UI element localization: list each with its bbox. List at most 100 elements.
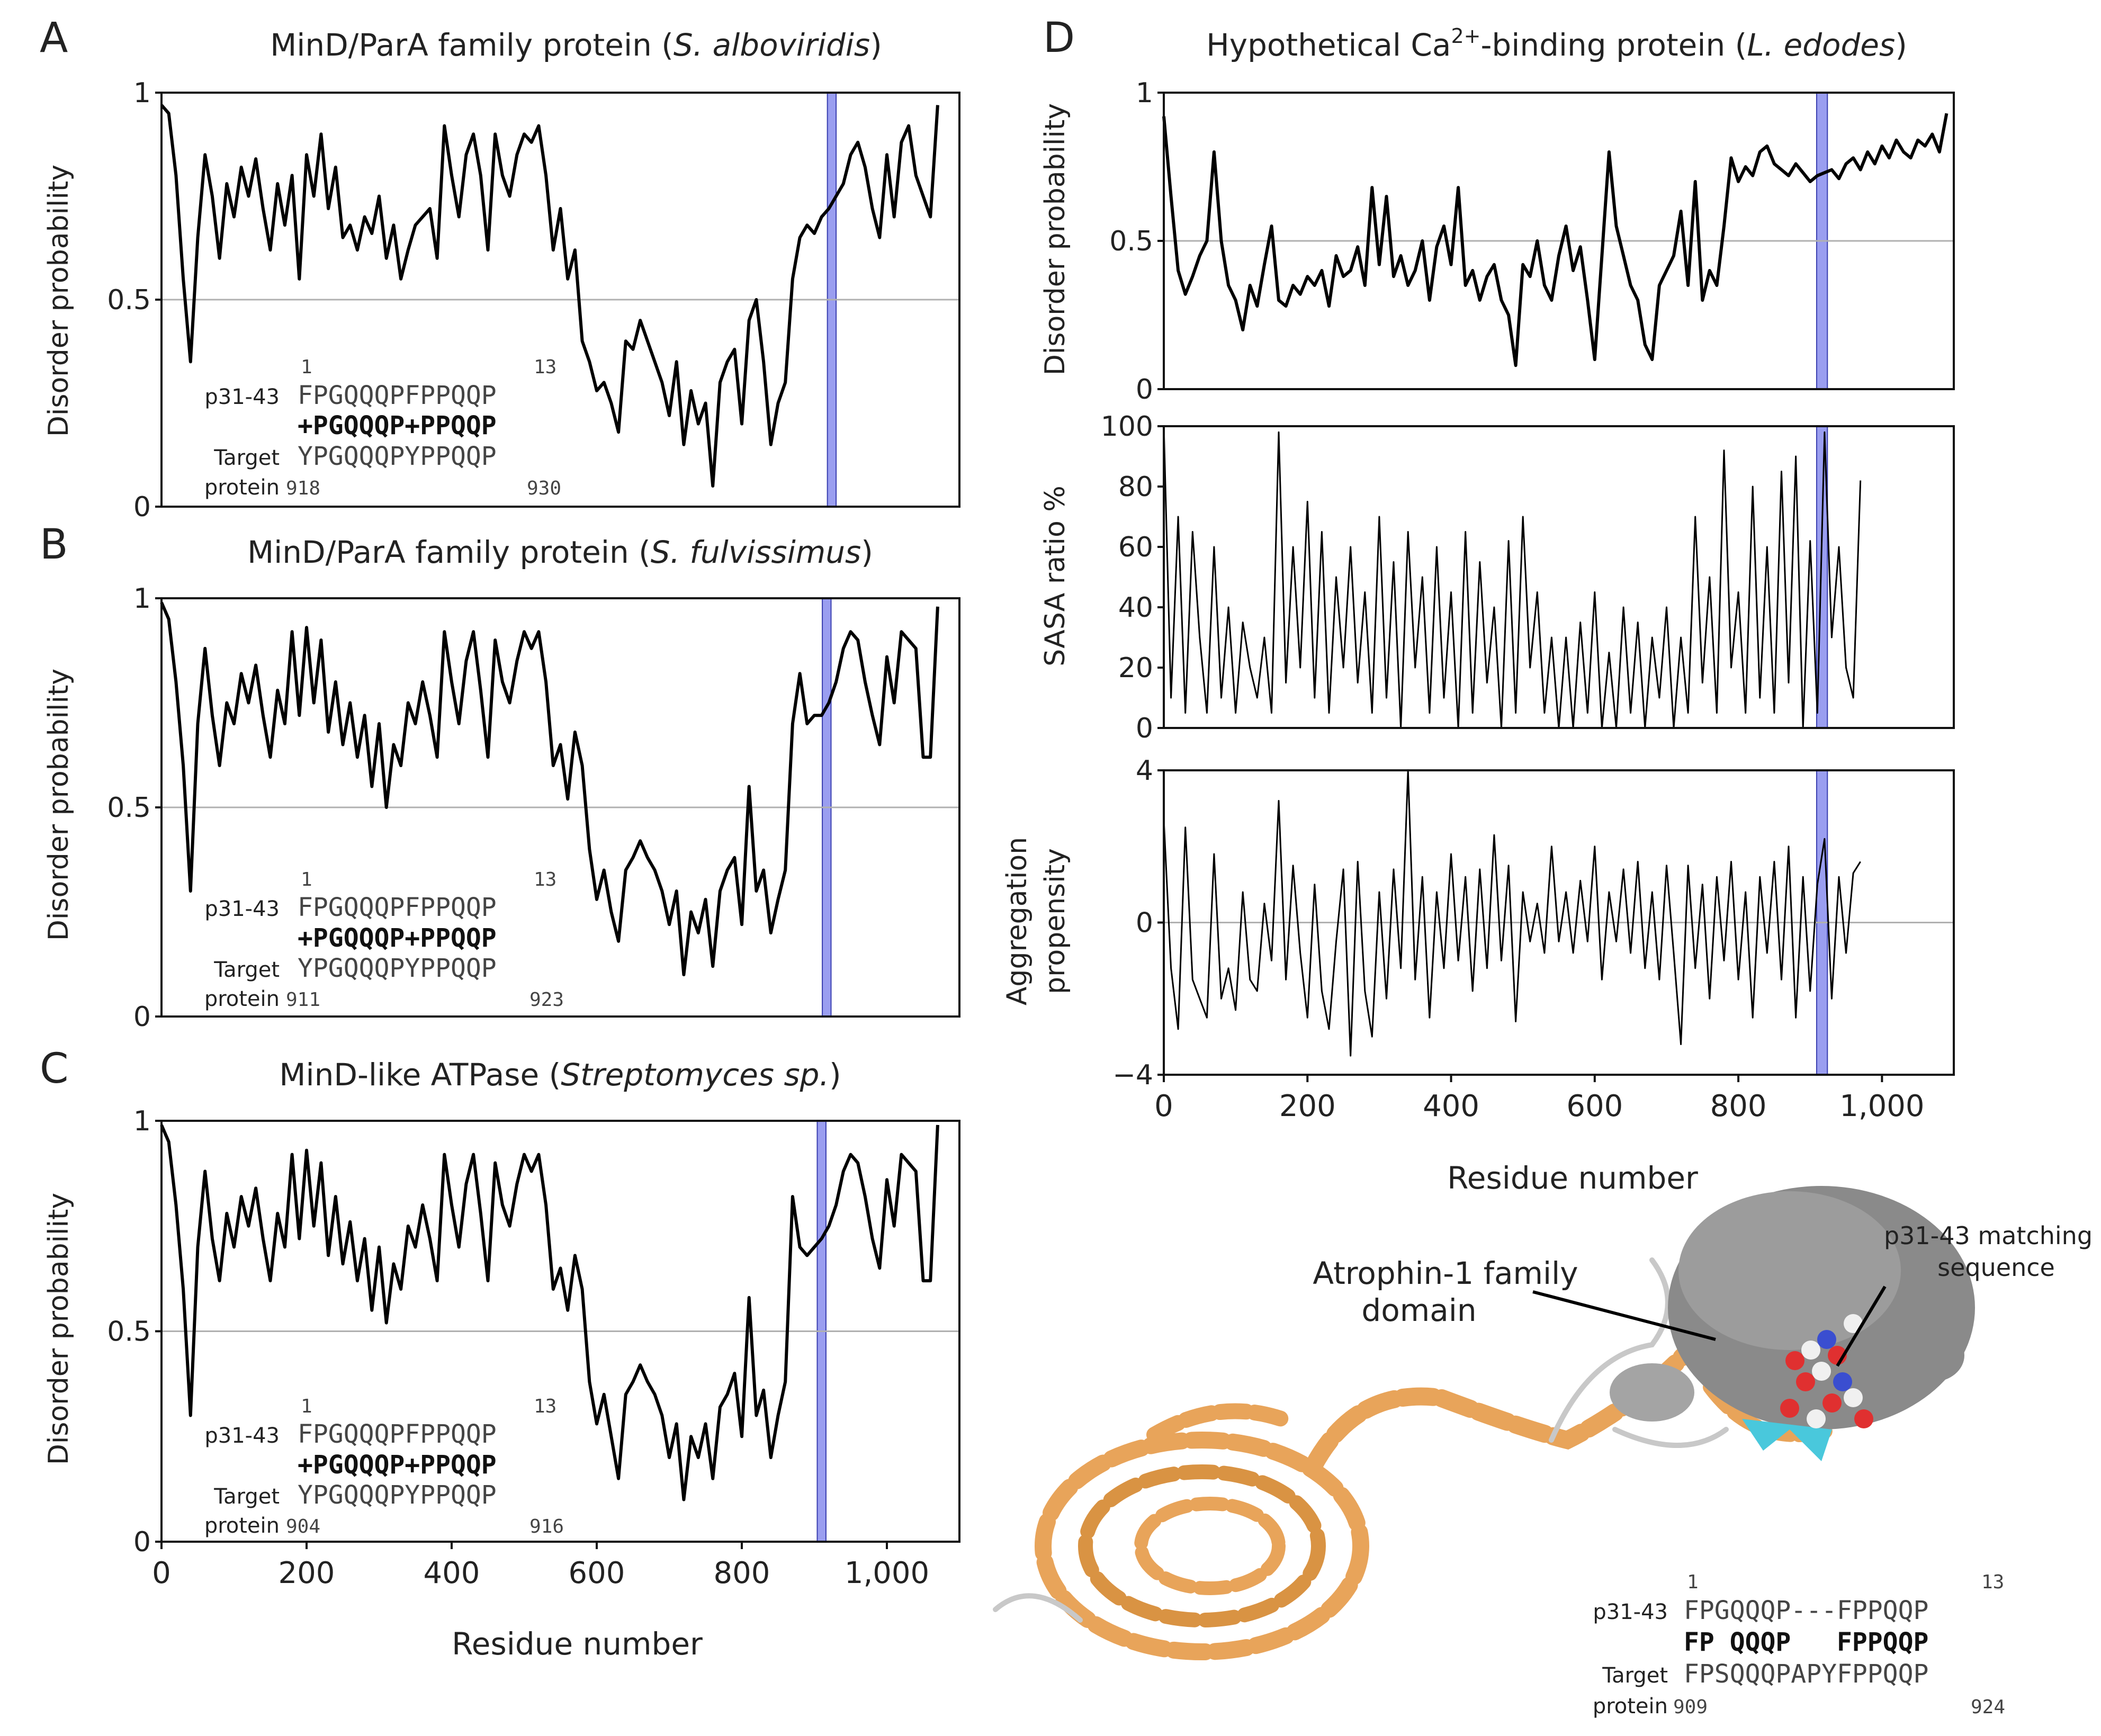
align-a-start: 1 [301,356,312,378]
y-tick-label: 0.5 [107,1316,151,1348]
align-a-end: 13 [534,356,556,378]
align-b-to: 923 [529,989,564,1011]
panel-c-xlabel: Residue number [452,1626,703,1662]
y-tick-label: 0 [133,1526,151,1558]
align-b-target-label: Target [213,958,280,982]
align-c-match: +PGQQQP+PPQQP [298,1450,497,1480]
x-tick-label: 1,000 [1839,1089,1924,1123]
align-d-match: FP QQQP FPPQQP [1684,1627,1928,1657]
panel-c-title: MinD-like ATPase (Streptomyces sp.) [279,1057,841,1093]
coil-segment-1 [993,1593,1083,1623]
panel-d-ylabel-aggregation-1: Aggregation [1001,837,1033,1005]
atom-c-3 [1844,1388,1863,1407]
x-tick-label: 600 [1566,1089,1623,1123]
domain-label-line-1: Atrophin-1 family [1313,1255,1578,1291]
helix-bundle-ring-2 [1078,1464,1326,1627]
align-d-protein-label: protein [1593,1694,1668,1719]
align-c-start: 1 [301,1396,312,1417]
atom-o-5 [1822,1393,1842,1413]
coil-segment-2 [1549,1257,1671,1443]
align-a-to: 930 [527,478,561,499]
x-tick-label: 200 [279,1556,335,1590]
panel-a-ylabel: Disorder probability [43,165,75,437]
panel-a-title: MinD/ParA family protein (S. alboviridis… [270,27,882,63]
y-tick-label: 0.5 [107,284,151,316]
atom-o-3 [1796,1372,1815,1391]
axes-frame [1163,425,1955,729]
y-tick-label: 80 [1118,471,1153,503]
align-a-target-label: Target [213,446,280,470]
series-line [160,601,939,976]
x-tick-label: 200 [1279,1089,1336,1123]
atom-o-4 [1854,1409,1873,1428]
panel-b-title: MinD/ParA family protein (S. fulvissimus… [247,534,873,570]
panel-b-ylabel: Disorder probability [43,669,75,941]
panel-a-disorder-plot: 00.51 [107,77,960,523]
x-tick-label: 800 [714,1556,770,1590]
align-d-to: 924 [1971,1696,2005,1718]
x-tick-label: 600 [569,1556,625,1590]
domain-pointer-line [1532,1290,1716,1341]
align-c-protein-label: protein [204,1514,280,1538]
surface-domain [1610,1186,1975,1461]
y-tick-label: 60 [1118,532,1153,563]
atom-c-4 [1807,1409,1826,1428]
align-b-query-label: p31-43 [204,897,280,921]
align-c-to: 916 [529,1516,564,1537]
surface-highlight [1678,1191,1901,1350]
align-d-from: 909 [1673,1696,1708,1718]
y-tick-label: 100 [1101,411,1153,443]
y-tick-label: 1 [133,1105,151,1137]
x-tick-label: 400 [1423,1089,1479,1123]
align-b-match: +PGQQQP+PPQQP [298,923,497,953]
align-a-query: FPGQQQPFPPQQP [298,381,497,410]
y-tick-label: 20 [1118,652,1153,684]
align-d-end: 13 [1981,1571,2004,1593]
panel-c-alignment: 1 13 p31-43 FPGQQQPFPPQQP +PGQQQP+PPQQP … [204,1396,564,1538]
y-tick-label: 1 [133,583,151,615]
y-tick-label: −4 [1112,1059,1153,1091]
helix-upper-left [1146,1403,1289,1443]
panel-letter-d: D [1043,14,1075,62]
atom-n-2 [1833,1372,1852,1391]
helix-bundle-ring-3 [1134,1497,1286,1595]
panel-d-sasa-plot: 0 20 40 60 80 100 [1101,411,1955,744]
series-line [1162,113,1949,367]
atom-n-1 [1817,1330,1836,1349]
y-tick-label: 4 [1136,755,1153,787]
align-d-target-label: Target [1602,1663,1668,1688]
y-tick-label: 0 [1136,713,1153,744]
atom-o-6 [1780,1399,1799,1418]
align-a-match: +PGQQQP+PPQQP [298,411,497,440]
atom-c-5 [1844,1314,1863,1333]
x-tick-label: 1,000 [845,1556,929,1590]
panel-b-disorder-plot: 00.51 [107,583,960,1033]
align-a-protein-label: protein [204,475,280,500]
panel-d-alignment: 1 13 p31-43 FPGQQQP---FPPQQP FP QQQP FPP… [1593,1571,2005,1719]
align-b-protein-label: protein [204,987,280,1011]
panel-d-title: Hypothetical Ca2+-binding protein (L. ed… [1206,24,1907,63]
helix-bundle-ring-1 [1035,1432,1369,1660]
series-line [1163,426,1862,729]
atom-c-2 [1812,1362,1831,1381]
y-tick-label: 0.5 [107,792,151,824]
atom-o-1 [1785,1351,1804,1370]
panel-letter-c: C [40,1045,68,1093]
align-c-query: FPGQQQPFPPQQP [298,1419,497,1449]
y-tick-label: 0 [1136,374,1153,406]
x-tick-label: 400 [424,1556,480,1590]
align-b-end: 13 [534,869,556,891]
align-c-target-label: Target [213,1485,280,1509]
surface-lobe-right [1901,1329,1964,1382]
panel-d-disorder-plot: 00.51 [1109,77,1955,406]
align-d-query: FPGQQQP---FPPQQP [1684,1596,1928,1625]
y-tick-label: 1 [1136,77,1153,109]
panel-a-alignment: 1 13 p31-43 FPGQQQPFPPQQP +PGQQQP+PPQQP … [204,356,561,500]
panel-c-disorder-plot: 0 0.5 1 0 200 400 600 800 1,000 [107,1105,960,1590]
protein-structure-illustration: Atrophin-1 family domain p31-43 matching… [993,1186,2093,1660]
match-pointer-line [1836,1285,1887,1367]
align-b-query: FPGQQQPFPPQQP [298,893,497,922]
atom-c-1 [1801,1341,1820,1360]
